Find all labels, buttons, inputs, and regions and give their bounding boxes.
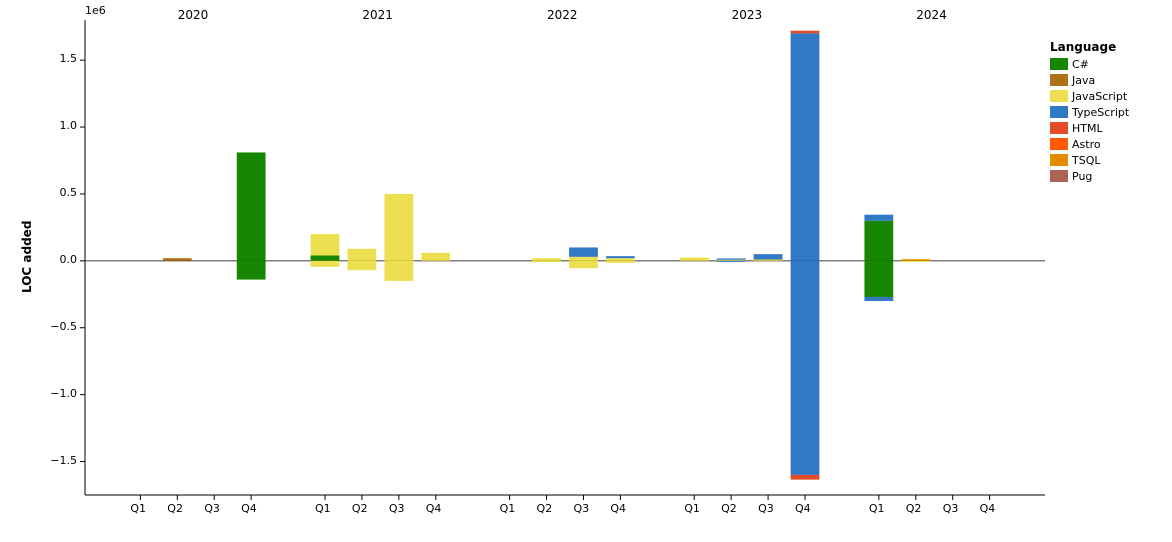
x-tick-label: Q4 (426, 502, 442, 515)
y-tick-label: 0.5 (60, 186, 78, 199)
legend-item: C# (1050, 56, 1129, 72)
legend-label: JavaScript (1072, 90, 1127, 103)
x-tick-label: Q3 (573, 502, 589, 515)
year-label: 2022 (547, 8, 578, 22)
legend-item: TSQL (1050, 152, 1129, 168)
x-tick-label: Q4 (241, 502, 257, 515)
x-tick-label: Q4 (795, 502, 811, 515)
y-tick-label: −1.0 (50, 387, 77, 400)
x-tick-label: Q2 (537, 502, 553, 515)
y-tick-label: −0.5 (50, 320, 77, 333)
x-tick-label: Q3 (204, 502, 220, 515)
year-label: 2020 (178, 8, 209, 22)
x-tick-label: Q2 (167, 502, 183, 515)
y-tick-label: 1.5 (60, 52, 78, 65)
legend: Language C# Java JavaScript TypeScript HTML A… (1050, 40, 1129, 184)
legend-swatch (1050, 90, 1068, 102)
x-tick-label: Q4 (980, 502, 996, 515)
legend-item: TypeScript (1050, 104, 1129, 120)
legend-item: Astro (1050, 136, 1129, 152)
legend-label: C# (1072, 58, 1089, 71)
legend-swatch (1050, 170, 1068, 182)
x-tick-label: Q1 (315, 502, 331, 515)
legend-label: TSQL (1072, 154, 1101, 167)
x-tick-label: Q1 (684, 502, 700, 515)
legend-item: Pug (1050, 168, 1129, 184)
year-label: 2021 (362, 8, 393, 22)
year-label: 2024 (916, 8, 947, 22)
legend-swatch (1050, 58, 1068, 70)
stacked-bar-chart (0, 0, 1172, 542)
x-tick-label: Q1 (869, 502, 885, 515)
legend-label: HTML (1072, 122, 1103, 135)
legend-item: HTML (1050, 120, 1129, 136)
x-tick-label: Q1 (130, 502, 146, 515)
x-tick-label: Q1 (500, 502, 516, 515)
x-tick-label: Q4 (610, 502, 626, 515)
legend-label: Java (1072, 74, 1095, 87)
legend-swatch (1050, 138, 1068, 150)
y-tick-label: 0.0 (60, 253, 78, 266)
x-tick-label: Q2 (352, 502, 368, 515)
legend-label: Pug (1072, 170, 1092, 183)
legend-swatch (1050, 106, 1068, 118)
y-scale-exponent-label: 1e6 (85, 4, 106, 17)
x-tick-label: Q3 (389, 502, 405, 515)
legend-swatch (1050, 154, 1068, 166)
legend-title: Language (1050, 40, 1129, 54)
x-tick-label: Q3 (758, 502, 774, 515)
legend-label: Astro (1072, 138, 1101, 151)
x-tick-label: Q2 (906, 502, 922, 515)
legend-swatch (1050, 74, 1068, 86)
x-tick-label: Q2 (721, 502, 737, 515)
year-label: 2023 (732, 8, 763, 22)
legend-item: JavaScript (1050, 88, 1129, 104)
legend-swatch (1050, 122, 1068, 134)
chart-container: 1e6 LOC added 2020 2021 2022 2023 2024 −1.5 −… (0, 0, 1172, 542)
legend-label: TypeScript (1072, 106, 1129, 119)
y-tick-label: 1.0 (60, 119, 78, 132)
y-axis-label: LOC added (20, 220, 34, 292)
y-tick-label: −1.5 (50, 454, 77, 467)
legend-item: Java (1050, 72, 1129, 88)
x-tick-label: Q3 (943, 502, 959, 515)
